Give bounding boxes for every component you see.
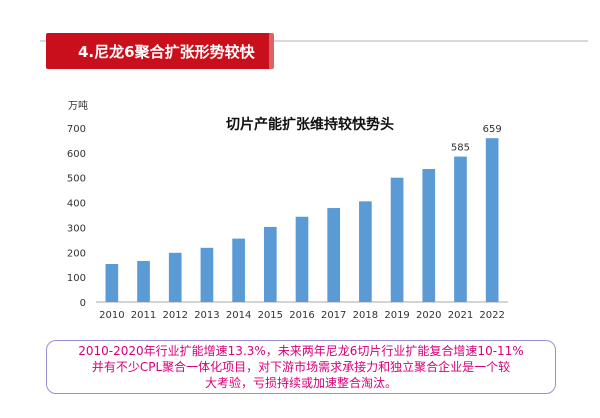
x-tick-label: 2013: [194, 310, 219, 321]
y-axis-unit: 万吨: [68, 99, 88, 112]
section-banner: 4.尼龙6聚合扩张形势较快: [46, 33, 274, 69]
x-tick-label: 2020: [416, 310, 441, 321]
y-tick-label: 100: [67, 273, 86, 284]
x-tick-label: 2018: [353, 310, 378, 321]
y-tick-label: 400: [67, 199, 86, 210]
x-tick-label: 2022: [479, 310, 504, 321]
x-tick-label: 2014: [226, 310, 251, 321]
x-tick-label: 2011: [131, 310, 156, 321]
bar-2011: [137, 260, 150, 302]
bar-2016: [295, 216, 309, 302]
bar-2014: [232, 238, 245, 302]
y-tick-label: 0: [80, 298, 86, 309]
bar-chart: 切片产能扩张维持较快势头 万吨 0 100 200 300 400 500 600 700 2…: [67, 99, 508, 321]
bar-2013: [200, 247, 214, 302]
bar-2020: [422, 169, 436, 302]
x-tick-label: 2019: [384, 310, 409, 321]
bar-2012: [168, 252, 182, 302]
banner-accent: [269, 33, 274, 69]
bar-2018: [359, 201, 372, 302]
data-label-2022: 659: [483, 124, 502, 135]
x-tick-label: 2021: [448, 310, 473, 321]
y-tick-label: 300: [67, 223, 86, 234]
y-tick-label: 500: [67, 174, 86, 185]
bar-2017: [327, 208, 341, 302]
summary-note: 2010-2020年行业扩能增速13.3%，未来两年尼龙6切片行业扩能复合增速1…: [46, 340, 556, 394]
note-line-1: 2010-2020年行业扩能增速13.3%，未来两年尼龙6切片行业扩能复合增速1…: [78, 344, 524, 358]
y-tick-label: 200: [67, 248, 86, 259]
bar-2019: [390, 177, 404, 302]
bar-2015: [263, 226, 277, 302]
y-tick-label: 700: [67, 124, 86, 135]
x-tick-label: 2017: [321, 310, 346, 321]
section-title: 4.尼龙6聚合扩张形势较快: [78, 43, 255, 61]
x-tick-label: 2016: [289, 310, 314, 321]
x-tick-label: 2012: [163, 310, 188, 321]
bar-2022: [485, 138, 499, 302]
header-rule: [40, 40, 588, 42]
chart-title: 切片产能扩张维持较快势头: [226, 116, 394, 133]
note-line-3: 大考验，亏损持续或加速整合淘汰。: [204, 376, 397, 390]
y-tick-label: 600: [67, 149, 86, 160]
note-line-2: 并有不少CPL聚合一体化项目，对下游市场需求承接力和独立聚合企业是一个较: [91, 360, 511, 374]
x-tick-label: 2015: [258, 310, 283, 321]
x-tick-label: 2010: [99, 310, 124, 321]
bar-2010: [105, 263, 119, 302]
bar-2021: [454, 156, 467, 302]
data-label-2021: 585: [451, 143, 470, 154]
